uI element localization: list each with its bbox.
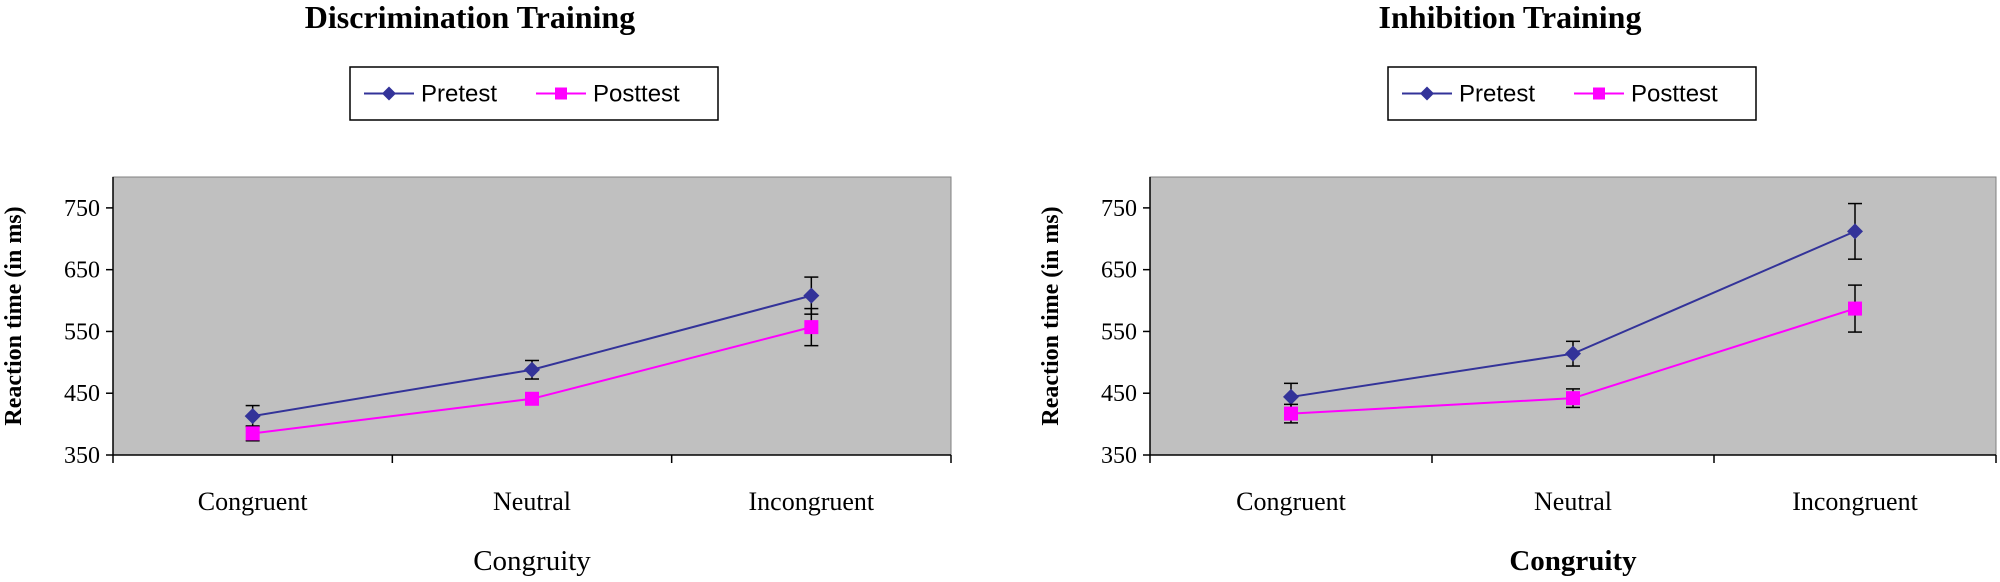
legend-marker-diamond [1420, 86, 1434, 101]
data-point-pretest [244, 408, 261, 425]
data-point-pretest [1847, 223, 1863, 240]
plot-area [1149, 176, 1997, 456]
y-tick-label: 650 [64, 258, 100, 284]
x-category-label: Neutral [1534, 487, 1612, 516]
y-tick-label: 350 [1101, 443, 1137, 469]
y-tick-label: 750 [64, 196, 100, 222]
y-tick-label: 750 [1101, 196, 1137, 222]
legend-label-pretest: Pretest [421, 81, 497, 108]
data-point-pretest [803, 287, 820, 304]
legend-label-posttest: Posttest [1631, 81, 1718, 108]
y-tick-label: 550 [1101, 319, 1137, 345]
data-point-posttest [804, 320, 819, 335]
data-point-pretest [1565, 345, 1581, 362]
y-tick-label: 650 [1101, 258, 1137, 284]
data-point-posttest [245, 426, 260, 441]
data-point-posttest [525, 391, 539, 406]
chart-inhibition-training: Inhibition Training Pretest Posttest 350 450… [1038, 0, 1997, 577]
legend-marker-square [555, 87, 567, 100]
data-point-posttest [1284, 406, 1298, 421]
data-point-pretest [524, 361, 540, 378]
data-point-pretest [1283, 388, 1299, 405]
chart-discrimination-training: Discrimination Training Pretest Posttest 35… [1, 0, 952, 577]
data-point-posttest [1848, 301, 1862, 316]
legend-label-pretest: Pretest [1459, 81, 1535, 108]
x-category-label: Neutral [493, 487, 571, 516]
y-tick-label: 350 [64, 443, 100, 469]
y-tick-label: 550 [64, 319, 100, 345]
x-axis-label: Congruity [1509, 545, 1637, 577]
data-point-posttest [1566, 391, 1580, 406]
chart-title: Discrimination Training [305, 0, 635, 35]
x-category-label: Incongruent [749, 487, 875, 516]
x-category-label: Congruent [1236, 487, 1347, 516]
plot-area [112, 176, 952, 456]
x-category-label: Congruent [198, 487, 309, 516]
y-tick-label: 450 [1101, 381, 1137, 407]
legend-label-posttest: Posttest [593, 81, 680, 108]
chart-title: Inhibition Training [1379, 0, 1642, 35]
x-axis-label: Congruity [473, 545, 591, 577]
legend-marker-square [1593, 87, 1605, 100]
y-tick-label: 450 [64, 381, 100, 407]
y-axis-label: Reaction time (in ms) [1038, 206, 1064, 425]
y-axis-label: Reaction time (in ms) [1, 206, 27, 425]
x-category-label: Incongruent [1792, 487, 1918, 516]
legend-marker-diamond [382, 86, 396, 101]
